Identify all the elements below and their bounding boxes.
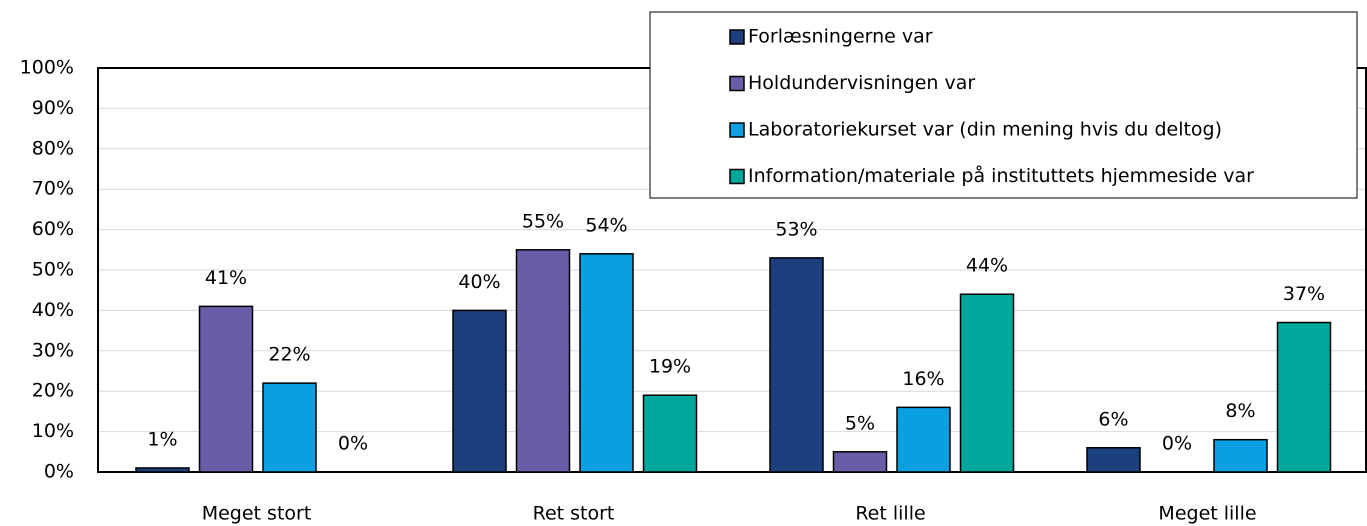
y-tick-label: 50% — [32, 259, 74, 281]
data-label: 19% — [649, 356, 691, 378]
bar — [1086, 447, 1141, 473]
data-label: 1% — [147, 428, 177, 450]
legend-box — [649, 11, 1358, 199]
bar — [198, 305, 254, 473]
x-tick-label: Ret lille — [855, 503, 925, 525]
y-tick-label: 0% — [44, 461, 74, 483]
data-label: 8% — [1225, 400, 1255, 422]
x-tick-label: Ret stort — [533, 503, 615, 525]
data-label: 41% — [205, 267, 247, 289]
data-label: 5% — [845, 412, 875, 434]
bar — [135, 467, 190, 473]
y-tick-label: 30% — [32, 339, 74, 361]
bar — [959, 293, 1015, 473]
y-tick-label: 40% — [32, 299, 74, 321]
data-label: 55% — [522, 210, 564, 232]
legend-swatch — [729, 29, 745, 45]
y-tick-label: 90% — [32, 97, 74, 119]
data-label: 6% — [1098, 408, 1128, 430]
bar — [262, 382, 317, 473]
data-label: 0% — [338, 433, 368, 455]
bar — [642, 394, 698, 473]
bar — [579, 253, 634, 473]
y-tick-label: 70% — [32, 178, 74, 200]
y-tick-label: 10% — [32, 420, 74, 442]
bar — [1276, 321, 1332, 473]
y-tick-label: 60% — [32, 218, 74, 240]
legend-swatch — [729, 168, 745, 185]
bar — [896, 406, 951, 473]
bar — [1213, 438, 1268, 473]
data-label: 37% — [1283, 283, 1325, 305]
legend-label: Laboratoriekurset var (din mening hvis d… — [748, 119, 1222, 141]
bar — [832, 451, 888, 473]
data-label: 54% — [585, 214, 627, 236]
data-label: 16% — [902, 368, 944, 390]
bar — [452, 309, 507, 473]
data-label: 40% — [458, 271, 500, 293]
legend-label: Forlæsningerne var — [748, 26, 933, 48]
y-tick-label: 80% — [32, 137, 74, 159]
legend-swatch — [729, 75, 745, 92]
legend-swatch — [729, 122, 745, 138]
x-tick-label: Meget lille — [1158, 503, 1256, 525]
x-tick-label: Meget stort — [202, 503, 312, 525]
data-label: 53% — [775, 218, 817, 240]
legend-label: Holdundervisningen var — [748, 72, 975, 94]
data-label: 44% — [966, 255, 1008, 277]
bar — [515, 249, 571, 473]
legend-label: Information/materiale på instituttets hj… — [748, 164, 1254, 187]
y-tick-label: 100% — [20, 57, 74, 79]
data-label: 22% — [268, 344, 310, 366]
y-tick-label: 20% — [32, 380, 74, 402]
data-label: 0% — [1162, 433, 1192, 455]
bar — [769, 257, 824, 473]
